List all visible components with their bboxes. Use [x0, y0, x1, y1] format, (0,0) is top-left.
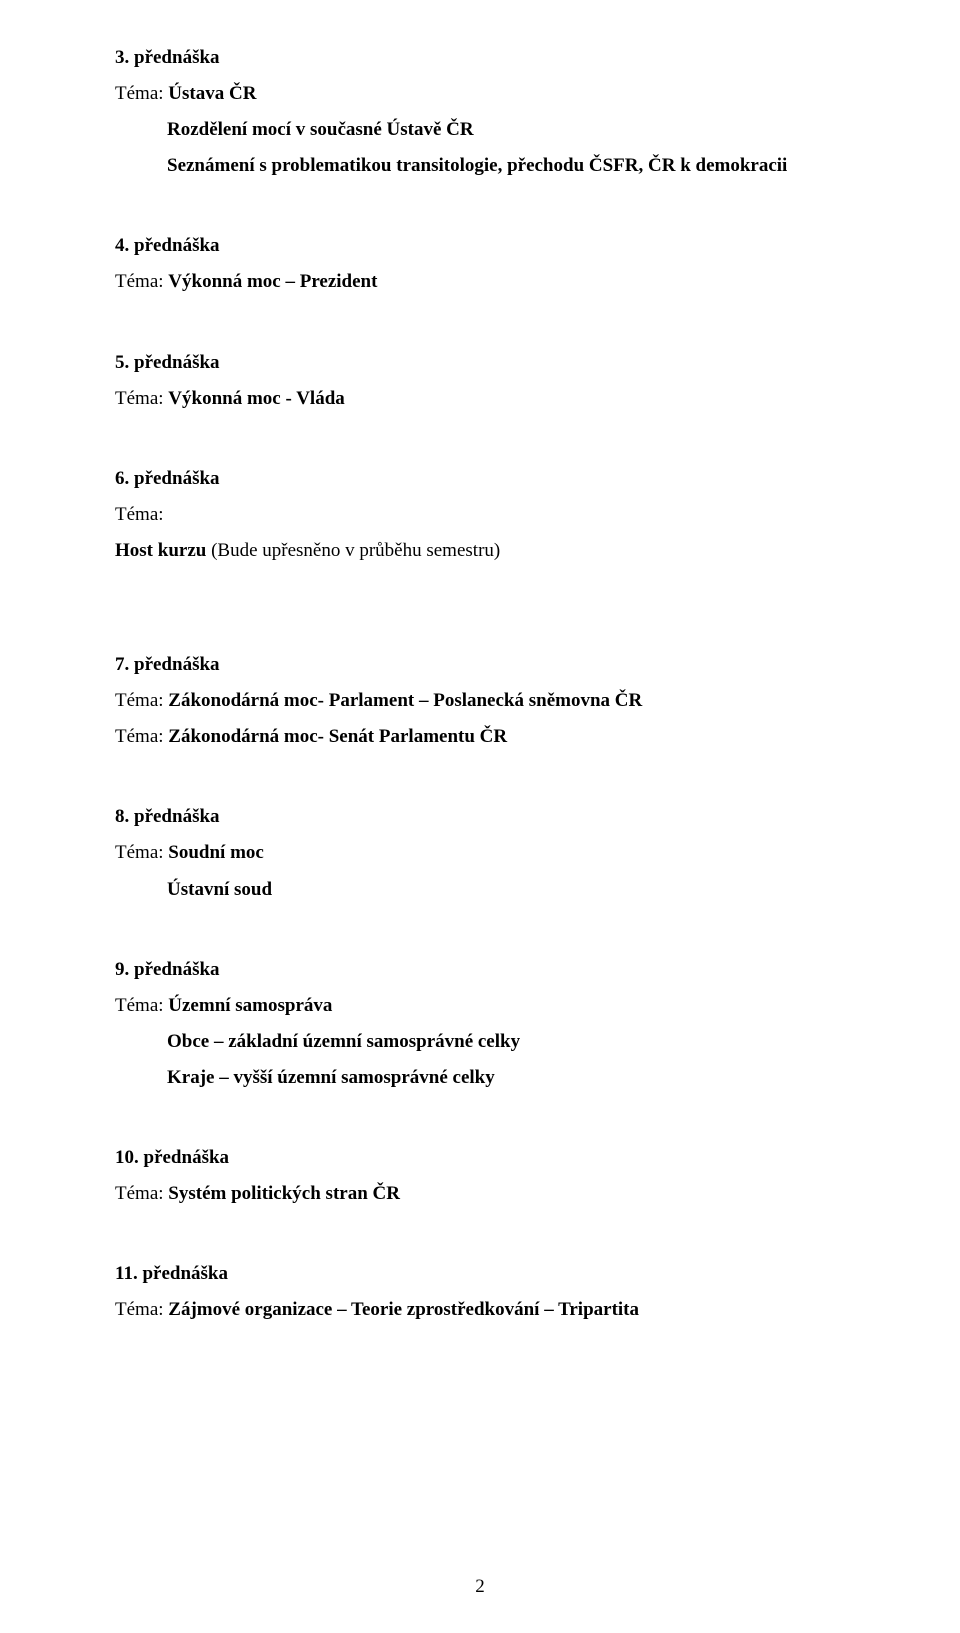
- lecture-block: 7. přednáška Téma: Zákonodárná moc- Parl…: [115, 647, 845, 755]
- lecture-block: 11. přednáška Téma: Zájmové organizace –…: [115, 1256, 845, 1328]
- lecture-number: 4. přednáška: [115, 228, 845, 264]
- lecture-subtopic: Obce – základní územní samosprávné celky: [115, 1024, 845, 1060]
- lecture-subtopic: Rozdělení mocí v současné Ústavě ČR: [115, 112, 845, 148]
- page-number: 2: [0, 1569, 960, 1605]
- topic-title: Systém politických stran ČR: [168, 1183, 400, 1204]
- lecture-topic: Téma: Výkonná moc – Prezident: [115, 264, 845, 300]
- topic-prefix: Téma:: [115, 842, 168, 863]
- lecture-topic: Téma: Systém politických stran ČR: [115, 1176, 845, 1212]
- lecture-number: 5. přednáška: [115, 345, 845, 381]
- lecture-number: 7. přednáška: [115, 647, 845, 683]
- topic-title: Soudní moc: [168, 842, 264, 863]
- host-note: (Bude upřesněno v průběhu semestru): [211, 540, 500, 561]
- topic-title: Územní samospráva: [168, 995, 332, 1016]
- lecture-topic: Téma: Výkonná moc - Vláda: [115, 381, 845, 417]
- host-label: Host kurzu: [115, 540, 211, 561]
- lecture-block: 3. přednáška Téma: Ústava ČR Rozdělení m…: [115, 40, 845, 184]
- lecture-number: 3. přednáška: [115, 40, 845, 76]
- lecture-block: 5. přednáška Téma: Výkonná moc - Vláda: [115, 345, 845, 417]
- lecture-topic: Téma: Územní samospráva: [115, 988, 845, 1024]
- lecture-subtopic: Seznámení s problematikou transitologie,…: [115, 148, 845, 184]
- topic-title: Výkonná moc - Vláda: [168, 388, 344, 409]
- topic-prefix: Téma:: [115, 388, 168, 409]
- lecture-topic: Téma: Soudní moc: [115, 835, 845, 871]
- lecture-block: 8. přednáška Téma: Soudní moc Ústavní so…: [115, 799, 845, 907]
- topic-title: Výkonná moc – Prezident: [168, 271, 377, 292]
- topic-prefix: Téma:: [115, 690, 168, 711]
- lecture-topic: Téma: Zákonodárná moc- Senát Parlamentu …: [115, 719, 845, 755]
- lecture-topic: Téma: Zájmové organizace – Teorie zprost…: [115, 1292, 845, 1328]
- topic-title: Zájmové organizace – Teorie zprostředkov…: [168, 1299, 639, 1320]
- lecture-number: 9. přednáška: [115, 952, 845, 988]
- lecture-topic: Téma: Ústava ČR: [115, 76, 845, 112]
- topic-prefix: Téma:: [115, 1299, 168, 1320]
- lecture-block: 10. přednáška Téma: Systém politických s…: [115, 1140, 845, 1212]
- lecture-topic: Téma:: [115, 497, 845, 533]
- lecture-block: 9. přednáška Téma: Územní samospráva Obc…: [115, 952, 845, 1096]
- lecture-number: 10. přednáška: [115, 1140, 845, 1176]
- lecture-block: 6. přednáška Téma: Host kurzu (Bude upře…: [115, 461, 845, 569]
- lecture-subtopic: Ústavní soud: [115, 872, 845, 908]
- lecture-number: 6. přednáška: [115, 461, 845, 497]
- topic-prefix: Téma:: [115, 1183, 168, 1204]
- document-page: 3. přednáška Téma: Ústava ČR Rozdělení m…: [0, 0, 960, 1633]
- lecture-number: 8. přednáška: [115, 799, 845, 835]
- topic-prefix: Téma:: [115, 726, 168, 747]
- topic-title: Zákonodárná moc- Senát Parlamentu ČR: [168, 726, 507, 747]
- topic-prefix: Téma:: [115, 995, 168, 1016]
- lecture-topic: Téma: Zákonodárná moc- Parlament – Posla…: [115, 683, 845, 719]
- lecture-subtopic: Host kurzu (Bude upřesněno v průběhu sem…: [115, 533, 845, 569]
- topic-prefix: Téma:: [115, 271, 168, 292]
- lecture-number: 11. přednáška: [115, 1256, 845, 1292]
- topic-prefix: Téma:: [115, 83, 168, 104]
- lecture-block: 4. přednáška Téma: Výkonná moc – Prezide…: [115, 228, 845, 300]
- lecture-subtopic: Kraje – vyšší územní samosprávné celky: [115, 1060, 845, 1096]
- topic-title: Ústava ČR: [168, 83, 256, 104]
- topic-title: Zákonodárná moc- Parlament – Poslanecká …: [168, 690, 642, 711]
